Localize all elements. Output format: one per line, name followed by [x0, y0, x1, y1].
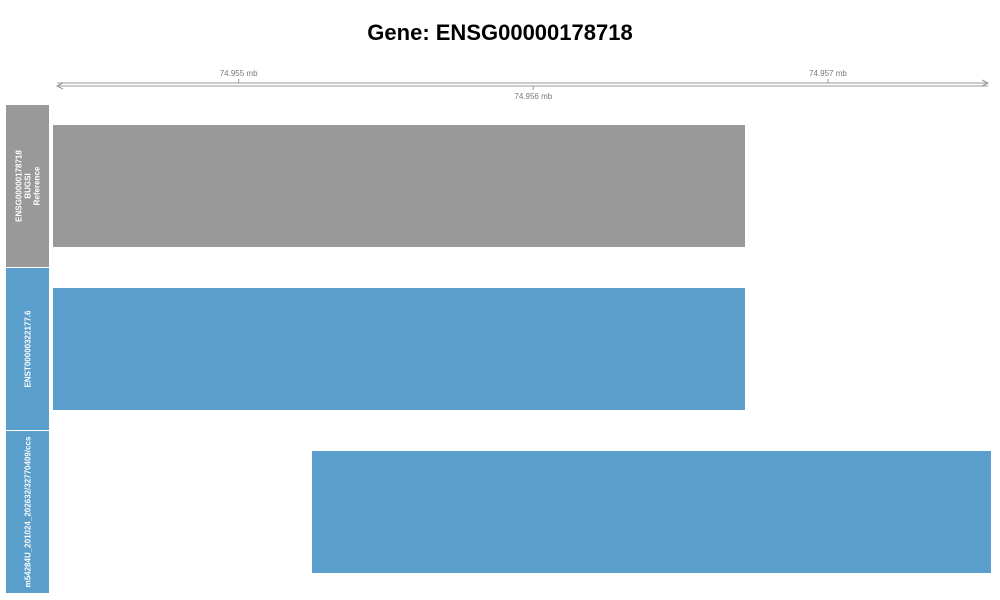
- axis-tick-label: 74.957 mb: [809, 69, 847, 78]
- track-label-panel: m54284U_201024_202632/32770409/ccs: [6, 431, 49, 593]
- track-label-panel: ENST00000322177.6: [6, 268, 49, 430]
- track-label-line: BUGSI: [23, 173, 32, 199]
- track-label: ENSG00000178718 BUGSI Reference: [14, 105, 41, 267]
- feature-block: [53, 125, 746, 247]
- axis-tick-label: 74.955 mb: [220, 69, 258, 78]
- track-label: m54284U_201024_202632/32770409/ccs: [23, 431, 32, 593]
- axis-arrow-left-icon: [55, 82, 64, 90]
- track-label-line: m54284U_201024_202632/32770409/ccs: [23, 436, 32, 588]
- track-label-line: Reference: [32, 166, 41, 206]
- track-label-line: ENST00000322177.6: [23, 310, 32, 388]
- feature-block: [312, 451, 991, 573]
- axis-ticks: 74.955 mb 74.956 mb 74.957 mb: [220, 69, 848, 101]
- track-label-panel: ENSG00000178718 BUGSI Reference: [6, 105, 49, 267]
- feature-block: [53, 288, 746, 410]
- track-label: ENST00000322177.6: [23, 268, 32, 430]
- track-label-line: ENSG00000178718: [14, 150, 23, 222]
- gene-title: Gene: ENSG00000178718: [367, 20, 633, 45]
- axis-tick-label: 74.956 mb: [514, 92, 552, 101]
- axis-arrow-right-icon: [981, 79, 990, 87]
- genome-axis: 74.955 mb 74.956 mb 74.957 mb: [55, 69, 990, 101]
